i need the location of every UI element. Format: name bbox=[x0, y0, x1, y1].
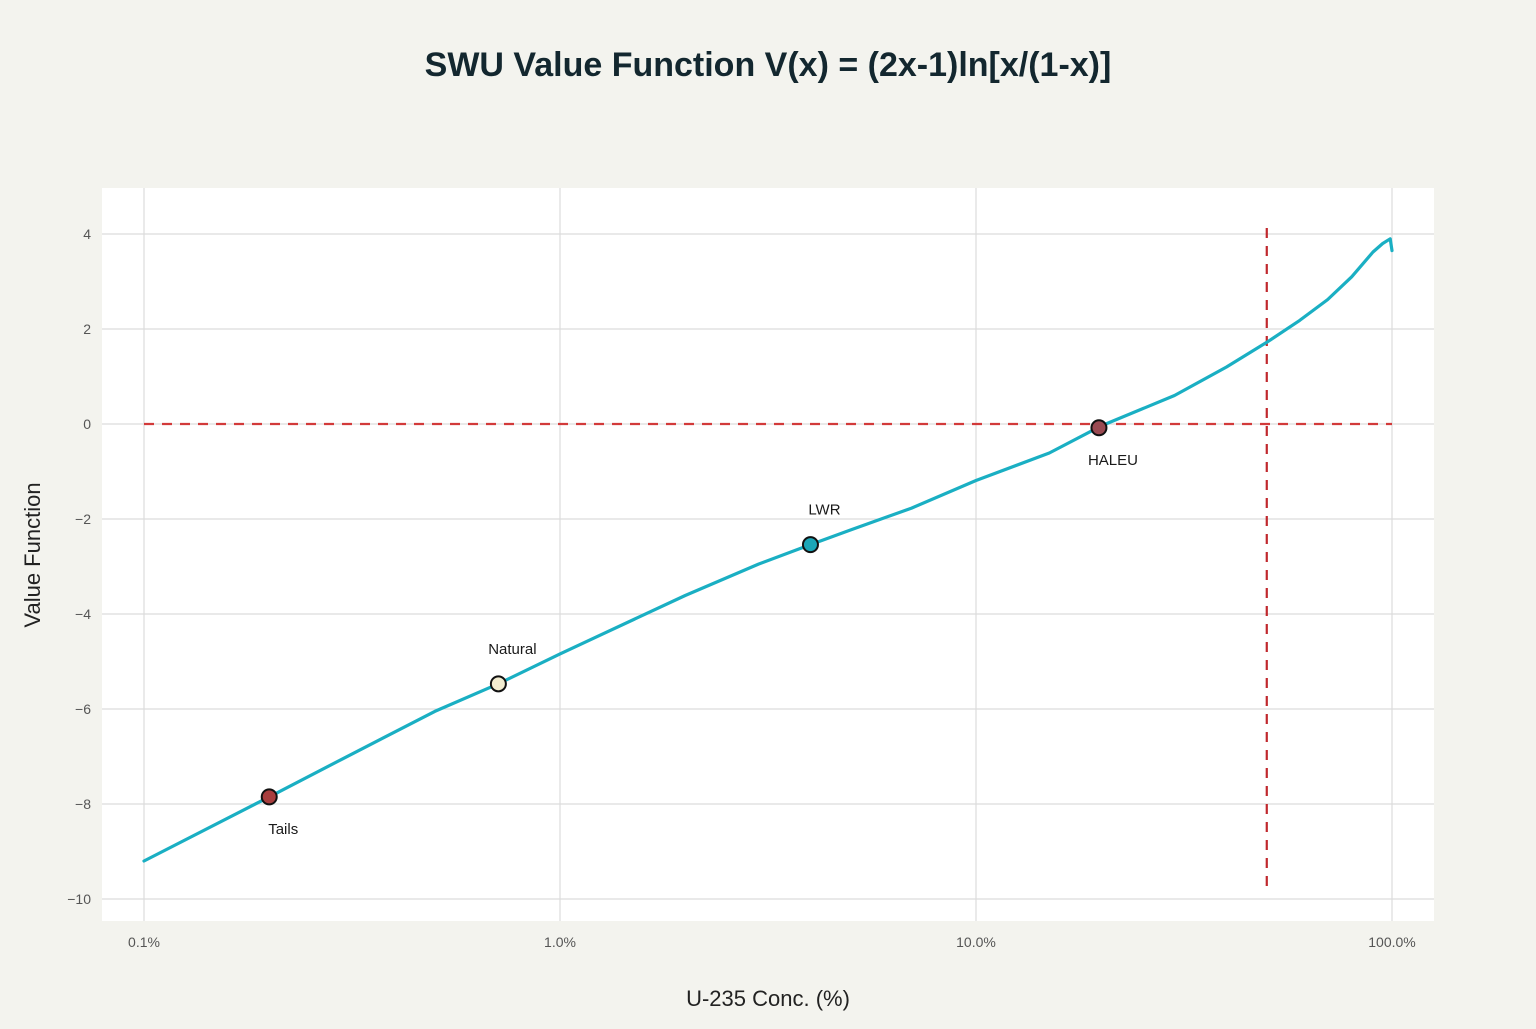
series-layer bbox=[142, 237, 1394, 863]
series-line bbox=[142, 237, 1394, 863]
y-tick-label: −2 bbox=[75, 511, 91, 527]
y-tick-label: −6 bbox=[75, 701, 91, 717]
marker-tails bbox=[260, 788, 278, 806]
marker-label-tails: Tails bbox=[268, 821, 298, 838]
marker-natural bbox=[489, 675, 507, 693]
y-tick-label: −8 bbox=[75, 796, 91, 812]
x-axis-label: U-235 Conc. (%) bbox=[686, 986, 850, 1011]
tick-labels: −10 −8 −6 −4 −2 0 2 4 0.1% 1.0% 10.0% 100.0% bbox=[67, 226, 1415, 950]
x-tick-label: 100.0% bbox=[1368, 934, 1415, 950]
marker-lwr bbox=[801, 536, 819, 554]
x-tick-label: 0.1% bbox=[128, 934, 160, 950]
marker-label-natural: Natural bbox=[488, 641, 536, 658]
y-tick-label: −10 bbox=[67, 891, 91, 907]
marker-layer: Tails Natural LWR HALEU bbox=[260, 419, 1138, 838]
reference-lines bbox=[144, 228, 1392, 886]
x-tick-label: 1.0% bbox=[544, 934, 576, 950]
marker-label-lwr: LWR bbox=[808, 502, 840, 519]
y-axis-label: Value Function bbox=[20, 482, 45, 627]
marker-label-haleu: HALEU bbox=[1088, 452, 1138, 469]
y-tick-label: 0 bbox=[83, 416, 91, 432]
y-tick-label: 2 bbox=[83, 321, 91, 337]
chart-title: SWU Value Function V(x) = (2x-1)ln[x/(1-… bbox=[425, 46, 1112, 84]
y-tick-label: −4 bbox=[75, 606, 91, 622]
marker-haleu bbox=[1090, 419, 1108, 437]
plot-area bbox=[102, 188, 1434, 921]
x-tick-label: 10.0% bbox=[956, 934, 996, 950]
y-tick-label: 4 bbox=[83, 226, 91, 242]
